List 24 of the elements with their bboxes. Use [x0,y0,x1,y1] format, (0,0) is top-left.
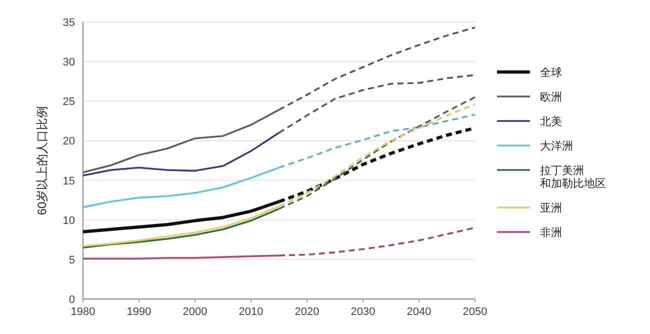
y-tick-label: 35 [62,17,75,29]
x-tick-label: 1980 [70,306,96,318]
x-tick-label: 2010 [238,306,264,318]
y-tick-label: 15 [62,175,75,188]
y-tick-label: 10 [62,214,75,227]
legend-label: 北美 [540,115,562,128]
y-tick-label: 20 [62,136,75,148]
y-tick-label: 30 [62,56,75,69]
y-axis-title: 60岁以上的人口比例 [35,106,49,216]
x-tick-label: 2040 [406,306,432,318]
x-tick-label: 1990 [126,306,152,318]
x-tick-label: 2000 [182,306,208,318]
y-tick-label: 5 [68,254,75,266]
y-tick-label: 0 [68,294,75,306]
legend-label: 全球 [540,66,562,79]
legend-label: 拉丁美洲和加勒比地区 [540,164,606,190]
legend-label: 欧洲 [540,90,562,104]
legend-label: 亚洲 [540,202,562,214]
legend-label: 非洲 [540,226,562,239]
x-tick-label: 2050 [462,306,488,318]
y-tick-label: 25 [62,96,75,108]
x-tick-label: 2030 [350,306,376,318]
legend-label: 大洋洲 [540,140,573,152]
x-tick-label: 2020 [294,306,320,318]
